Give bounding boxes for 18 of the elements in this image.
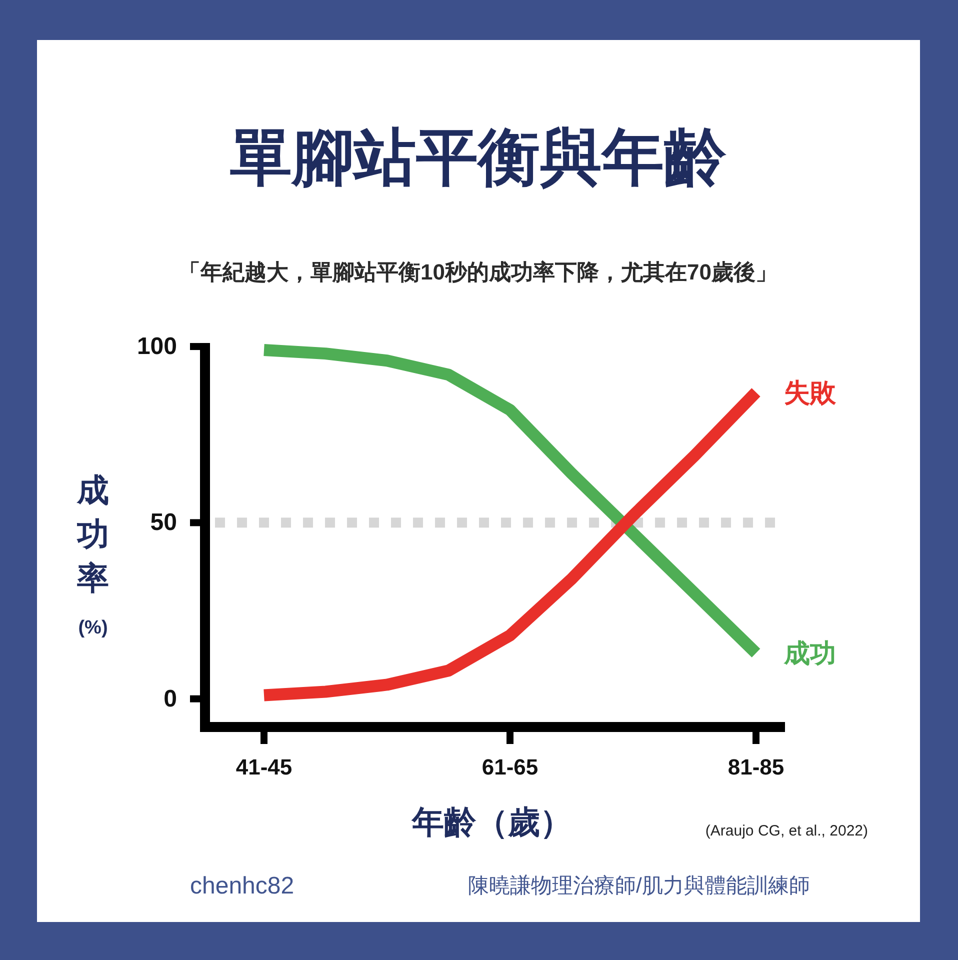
y-label: 成 (77, 472, 109, 508)
y-tick-label: 0 (164, 685, 177, 712)
subtitle: 「年紀越大，單腳站平衡10秒的成功率下降，尤其在70歲後」 (178, 260, 778, 284)
x-tick-label: 61-65 (482, 754, 538, 780)
x-label: 年齡（歲） (412, 804, 572, 840)
series-label: 成功 (784, 638, 836, 668)
y-tick-label: 50 (150, 509, 177, 536)
annotation: 陳曉謙物理治療師/肌力與體能訓練師 (468, 874, 810, 898)
x-tick-label: 81-85 (728, 754, 784, 780)
y-tick-label: 100 (136, 333, 177, 360)
series-label: 失敗 (784, 377, 836, 408)
y-label: 功 (77, 516, 109, 552)
annotation: (Araujo CG, et al., 2022) (705, 822, 868, 840)
y-label: 率 (77, 560, 109, 596)
x-tick-label: 41-45 (236, 754, 292, 780)
annotation: chenhc82 (190, 872, 294, 900)
y-label: (%) (78, 618, 108, 638)
title: 單腳站平衡與年齡 (230, 124, 726, 192)
